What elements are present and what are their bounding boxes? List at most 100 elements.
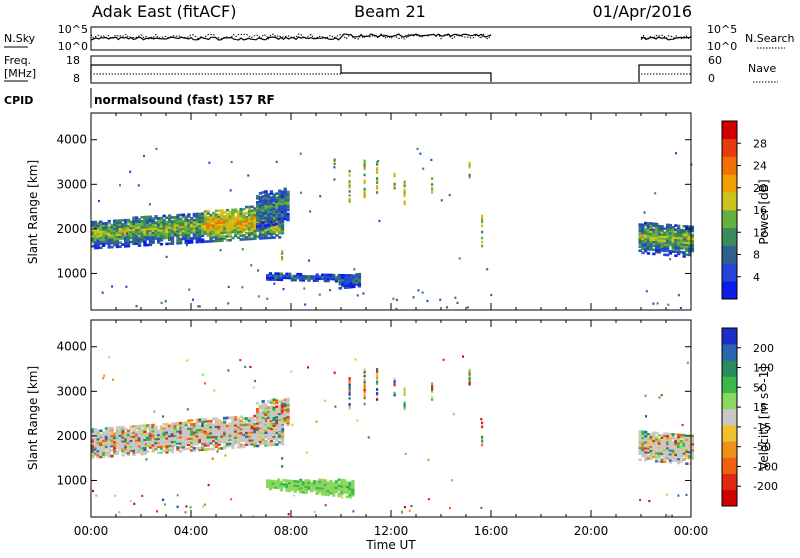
heatmap-cell bbox=[159, 433, 164, 436]
heatmap-cell bbox=[190, 229, 194, 232]
heatmap-cell bbox=[685, 233, 689, 236]
heatmap-cell bbox=[393, 377, 396, 381]
heatmap-cell bbox=[93, 431, 98, 435]
heatmap-cell bbox=[151, 441, 155, 445]
heatmap-cell bbox=[192, 226, 197, 230]
heatmap-cell bbox=[195, 422, 199, 426]
heatmap-cell bbox=[253, 217, 257, 221]
heatmap-cell bbox=[275, 218, 279, 222]
heatmap-cell bbox=[646, 451, 651, 454]
heatmap-cell bbox=[685, 253, 689, 257]
heatmap-cell bbox=[220, 229, 224, 232]
heatmap-cell bbox=[641, 239, 645, 243]
heatmap-cell bbox=[269, 216, 274, 220]
heatmap-cell bbox=[137, 232, 142, 235]
heatmap-cell bbox=[310, 481, 314, 485]
heatmap-cell bbox=[253, 219, 257, 223]
heatmap-cell bbox=[220, 423, 224, 426]
heatmap-cell bbox=[649, 224, 653, 227]
heatmap-cell bbox=[403, 393, 406, 397]
heatmap-cell bbox=[115, 442, 120, 446]
heatmap-cell bbox=[206, 234, 210, 237]
heatmap-cell bbox=[332, 482, 336, 485]
velocity-colorbar-label: Velocity [m s^-1] bbox=[757, 366, 771, 470]
heatmap-cell bbox=[173, 428, 177, 431]
heatmap-cell bbox=[278, 225, 282, 229]
heatmap-cell bbox=[98, 199, 100, 203]
heatmap-cell bbox=[181, 227, 186, 231]
heatmap-cell bbox=[228, 444, 232, 448]
heatmap-cell bbox=[195, 434, 199, 438]
heatmap-cell bbox=[162, 224, 166, 228]
heatmap-cell bbox=[258, 435, 263, 438]
heatmap-cell bbox=[93, 232, 98, 236]
heatmap-cell bbox=[690, 436, 695, 440]
heatmap-cell bbox=[348, 483, 352, 487]
heatmap-cell bbox=[264, 216, 268, 219]
heatmap-cell bbox=[198, 448, 202, 452]
heatmap-cell bbox=[283, 191, 287, 195]
heatmap-cell bbox=[278, 412, 282, 416]
heatmap-cell bbox=[321, 491, 325, 494]
heatmap-cell bbox=[99, 236, 103, 240]
heatmap-cell bbox=[690, 237, 695, 241]
heatmap-cell bbox=[355, 275, 359, 278]
heatmap-cell bbox=[351, 494, 355, 497]
heatmap-cell bbox=[679, 453, 684, 457]
heatmap-cell bbox=[682, 440, 686, 443]
heatmap-cell bbox=[641, 227, 645, 231]
heatmap-cell bbox=[198, 238, 202, 242]
heatmap-cell bbox=[679, 445, 684, 449]
heatmap-cell bbox=[272, 209, 276, 213]
heatmap-cell bbox=[203, 210, 208, 213]
heatmap-cell bbox=[242, 435, 246, 439]
heatmap-cell bbox=[181, 443, 186, 447]
heatmap-cell bbox=[264, 194, 268, 197]
heatmap-cell bbox=[231, 444, 235, 447]
heatmap-cell bbox=[649, 439, 653, 442]
heatmap-cell bbox=[201, 226, 205, 230]
heatmap-cell bbox=[258, 423, 263, 426]
heatmap-cell bbox=[267, 205, 271, 208]
heatmap-cell bbox=[225, 225, 230, 228]
heatmap-cell bbox=[261, 424, 265, 427]
heatmap-cell bbox=[376, 374, 379, 377]
heatmap-cell bbox=[181, 213, 186, 217]
heatmap-cell bbox=[253, 225, 257, 229]
heatmap-cell bbox=[239, 415, 243, 419]
heatmap-cell bbox=[151, 447, 155, 451]
heatmap-cell bbox=[214, 233, 219, 237]
heatmap-cell bbox=[646, 240, 651, 243]
heatmap-cell bbox=[663, 434, 667, 438]
heatmap-cell bbox=[209, 240, 213, 243]
heatmap-cell bbox=[353, 268, 356, 271]
heatmap-cell bbox=[91, 450, 95, 453]
heatmap-cell bbox=[304, 303, 307, 306]
heatmap-cell bbox=[641, 231, 645, 235]
heatmap-cell bbox=[267, 426, 271, 429]
heatmap-cell bbox=[143, 448, 147, 452]
heatmap-cell bbox=[286, 405, 290, 409]
heatmap-cell bbox=[176, 215, 180, 219]
heatmap-cell bbox=[245, 439, 249, 442]
heatmap-cell bbox=[170, 450, 175, 454]
heatmap-cell bbox=[231, 426, 235, 429]
heatmap-cell bbox=[363, 368, 366, 372]
heatmap-cell bbox=[176, 430, 180, 433]
heatmap-cell bbox=[649, 246, 653, 249]
heatmap-cell bbox=[646, 224, 651, 227]
heatmap-cell bbox=[157, 451, 161, 455]
heatmap-cell bbox=[253, 438, 257, 442]
heatmap-cell bbox=[269, 399, 274, 402]
heatmap-cell bbox=[348, 198, 351, 201]
heatmap-cell bbox=[356, 419, 359, 422]
heatmap-cell bbox=[268, 481, 273, 485]
heatmap-cell bbox=[223, 430, 227, 434]
heatmap-cell bbox=[165, 430, 169, 434]
heatmap-cell bbox=[332, 486, 336, 489]
heatmap-cell bbox=[179, 225, 183, 229]
heatmap-cell bbox=[91, 428, 95, 431]
heatmap-cell bbox=[267, 433, 271, 437]
heatmap-cell bbox=[228, 212, 232, 216]
heatmap-cell bbox=[293, 482, 297, 485]
